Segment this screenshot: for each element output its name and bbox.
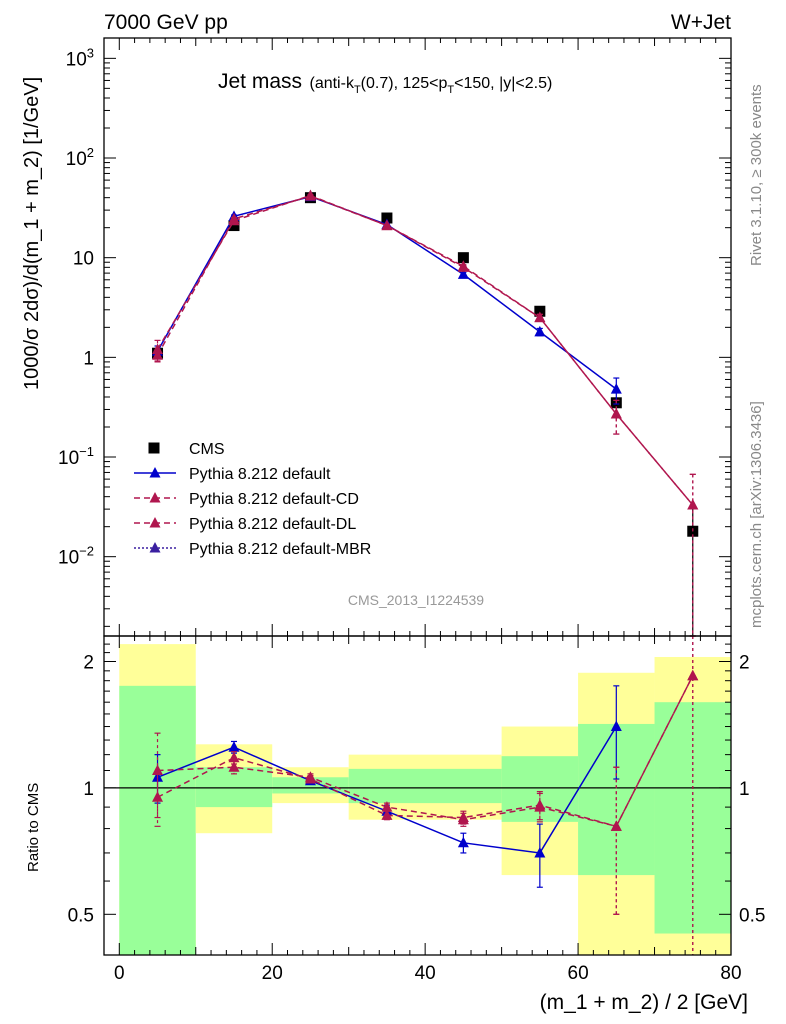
- mcplots-reference-label: mcplots.cern.ch [arXiv:1306.3436]: [748, 401, 765, 628]
- main-point-dl-5: [534, 311, 546, 323]
- ratio-ytick-label-left-2: 2: [83, 652, 94, 673]
- legend-label-cms: CMS: [189, 441, 225, 458]
- x-axis-label: (m_1 + m_2) / 2 [GeV]: [540, 991, 748, 1014]
- legend-marker-mbr: [149, 542, 161, 553]
- legend-marker-cms: [148, 442, 160, 454]
- analysis-watermark: CMS_2013_I1224539: [348, 592, 484, 608]
- ratio-point-dl-0: [152, 764, 164, 776]
- main-ytick-label-2: 10: [73, 249, 94, 270]
- plot-title-sub-k: T: [354, 84, 361, 96]
- ratio-point-cd-1: [228, 751, 240, 763]
- main-line-dl: [156, 194, 694, 506]
- plot-title-sub-b: (0.7), 125<p: [361, 75, 448, 92]
- ratio-point-dl-3: [381, 801, 393, 812]
- ratio-point-dl-1: [228, 761, 240, 772]
- legend-entry-dl: Pythia 8.212 default-DL: [134, 516, 356, 533]
- ratio-ytick-label-left-1: 1: [83, 779, 94, 800]
- main-point-cms-5: [534, 305, 546, 317]
- ratio-uncertainty-bands: [119, 644, 731, 955]
- xtick-label-4: 80: [720, 963, 741, 984]
- legend-label-cd: Pythia 8.212 default-CD: [189, 491, 359, 508]
- plot-title: Jet mass (anti-kT(0.7), 125<pT<150, |y|<…: [218, 70, 552, 96]
- main-point-cms-4: [457, 252, 469, 264]
- main-point-default-4: [457, 268, 469, 279]
- plot-title-main: Jet mass: [218, 70, 302, 93]
- ratio-frame: [103, 635, 732, 956]
- ratio-plot-content: [104, 635, 731, 955]
- main-point-dl-4: [457, 260, 469, 271]
- green-band-3: [348, 768, 502, 804]
- ratio-y-axis-label: Ratio to CMS: [25, 783, 42, 872]
- legend-label-mbr: Pythia 8.212 default-MBR: [189, 541, 371, 558]
- plot-title-sub-a: (anti-k: [309, 75, 354, 92]
- legend-label-default: Pythia 8.212 default: [189, 466, 331, 483]
- main-point-default-6: [610, 383, 622, 394]
- legend: CMS Pythia 8.212 default Pythia 8.212 defa…: [134, 441, 371, 558]
- ratio-ytick-label-right-0: 0.5: [739, 905, 765, 926]
- ratio-point-default-1: [228, 741, 240, 752]
- ratio-ytick-label-right-1: 1: [739, 779, 750, 800]
- legend-entry-cd: Pythia 8.212 default-CD: [134, 491, 359, 508]
- legend-marker-default: [149, 467, 161, 478]
- plot-title-sub-c: <150, |y|<2.5): [454, 75, 552, 92]
- ratio-point-default-4: [457, 836, 469, 848]
- ratio-point-dl-2: [304, 771, 316, 782]
- ratio-point-dl-6: [610, 820, 622, 831]
- main-ytick-label-4: 10−1: [58, 444, 94, 469]
- ratio-point-default-5: [534, 846, 546, 858]
- ratio-line-dl: [157, 675, 694, 828]
- xtick-label-2: 40: [415, 963, 436, 984]
- green-band-2: [272, 777, 349, 794]
- header-energy-label: 7000 GeV pp: [104, 11, 228, 34]
- main-point-dl-3: [381, 219, 393, 231]
- ratio-point-dl-7: [687, 669, 699, 681]
- main-series-dl: [152, 189, 699, 637]
- xtick-label-3: 60: [568, 963, 589, 984]
- ratio-point-dl-5: [534, 801, 546, 812]
- main-point-cms-1: [228, 220, 240, 232]
- main-y-axis-label: 1000/σ 2dσ)/d(m_1 + m_2) [1/GeV]: [21, 77, 43, 390]
- main-point-dl-6: [610, 408, 622, 419]
- ratio-point-cd-3: [381, 809, 393, 820]
- xtick-label-1: 20: [262, 963, 283, 984]
- rivet-version-label: Rivet 3.1.10, ≥ 300k events: [748, 84, 765, 266]
- main-point-dl-7: [687, 498, 699, 510]
- main-point-default-5: [534, 325, 546, 337]
- legend-entry-cms: CMS: [148, 441, 225, 458]
- main-point-cms-3: [381, 212, 393, 224]
- ratio-point-dl-4: [457, 813, 469, 825]
- main-point-dl-2: [304, 189, 316, 201]
- header-process-label: W+Jet: [671, 11, 731, 34]
- main-line-cd: [156, 195, 694, 506]
- main-point-dl-0: [152, 343, 164, 354]
- legend-entry-default: Pythia 8.212 default: [134, 466, 331, 483]
- main-ytick-label-5: 10−2: [58, 544, 94, 569]
- ratio-point-default-6: [610, 720, 622, 732]
- main-plot-content: [152, 189, 699, 637]
- main-ytick-label-1: 102: [66, 145, 94, 170]
- legend-entry-mbr: Pythia 8.212 default-MBR: [134, 541, 371, 558]
- main-ytick-label-0: 103: [66, 45, 94, 70]
- legend-marker-dl: [149, 517, 161, 528]
- plot-title-sub-p: T: [447, 84, 454, 96]
- ratio-ytick-label-right-2: 2: [739, 652, 750, 673]
- ratio-ytick-label-left-0: 0.5: [68, 905, 94, 926]
- main-ytick-label-3: 1: [83, 348, 94, 369]
- xtick-label-0: 0: [114, 963, 125, 984]
- legend-label-dl: Pythia 8.212 default-DL: [189, 516, 356, 533]
- main-point-dl-1: [228, 214, 240, 226]
- legend-marker-cd: [149, 492, 161, 503]
- ratio-point-cd-0: [152, 791, 164, 802]
- ratio-line-cd: [157, 675, 694, 828]
